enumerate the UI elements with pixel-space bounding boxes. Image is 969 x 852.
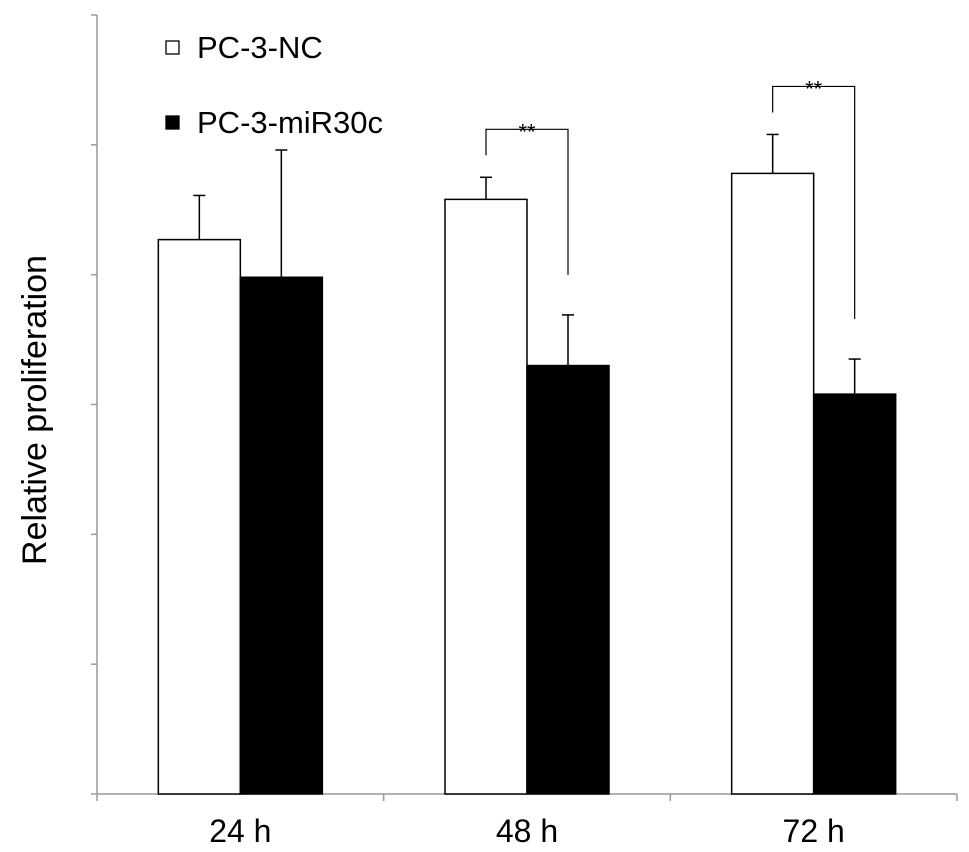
- significance-label: **: [805, 76, 823, 101]
- x-tick-labels: 24 h 48 h 72 h: [209, 813, 845, 849]
- legend: PC-3-NC PC-3-miR30c: [165, 30, 383, 140]
- legend-label-pc-3-mir30c: PC-3-miR30c: [197, 105, 383, 140]
- significance-bracket: [772, 85, 856, 320]
- x-tick-label: 24 h: [209, 813, 271, 849]
- bar-pc-3-mir30c-24h: [239, 276, 324, 795]
- bar-pc-3-mir30c-72h: [812, 393, 897, 795]
- significance-label: **: [518, 119, 536, 144]
- legend-swatch-pc-3-mir30c: [165, 115, 180, 130]
- bar-pc-3-mir30c-48h: [526, 364, 610, 795]
- x-tick-label: 72 h: [783, 813, 845, 849]
- significance-bracket: [485, 128, 569, 275]
- x-tick-label: 48 h: [496, 813, 558, 849]
- significance-brackets: ** **: [485, 76, 856, 320]
- bar-pc-3-nc-48h: [444, 198, 528, 795]
- bar-pc-3-nc-24h: [157, 238, 242, 795]
- legend-swatch-pc-3-nc: [165, 40, 180, 55]
- legend-label-pc-3-nc: PC-3-NC: [197, 30, 323, 65]
- error-bars: [193, 133, 861, 395]
- y-axis-label: Relative proliferation: [16, 255, 54, 565]
- bar-pc-3-nc-72h: [730, 172, 815, 795]
- bars: [157, 172, 897, 795]
